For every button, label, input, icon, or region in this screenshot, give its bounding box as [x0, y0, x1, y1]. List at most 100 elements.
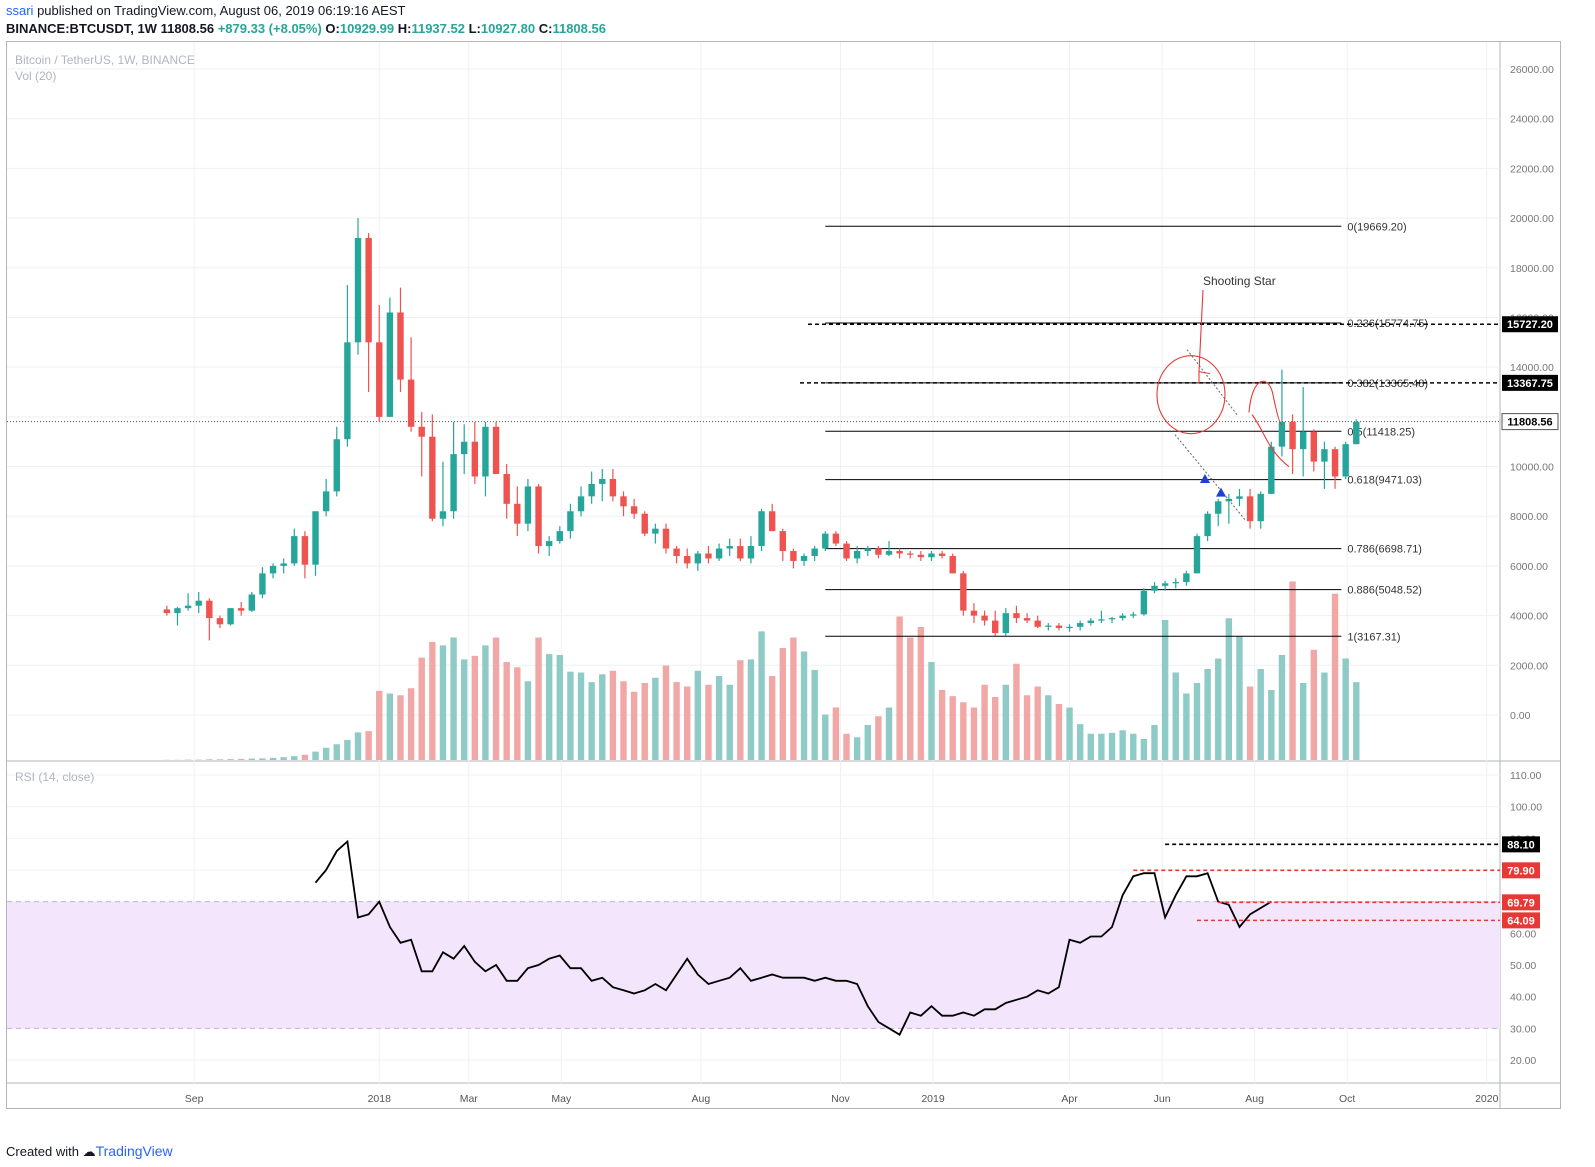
price-tick-label: 10000.00: [1510, 462, 1554, 474]
candle-body: [970, 610, 978, 616]
candle-body: [174, 608, 181, 614]
volume-bar: [630, 691, 638, 760]
volume-bar: [981, 684, 988, 760]
pattern-marker-icon: [1215, 487, 1226, 497]
volume-bar: [673, 682, 680, 760]
volume-bar: [1268, 690, 1275, 760]
volume-bar: [737, 660, 744, 760]
footer: Created with ☁TradingView: [6, 1143, 173, 1160]
candle-body: [599, 478, 606, 484]
volume-bar: [1289, 581, 1296, 760]
volume-bar: [1215, 658, 1222, 760]
volume-bar: [620, 681, 627, 760]
volume-bar: [312, 751, 319, 760]
volume-bar: [524, 681, 532, 760]
candle-body: [938, 553, 946, 556]
volume-bar: [800, 651, 808, 760]
candle-body: [949, 555, 956, 574]
volume-bar: [514, 667, 521, 760]
rsi-level-axis-label: 69.79: [1507, 897, 1535, 909]
candle-body: [811, 548, 818, 556]
volume-bar: [715, 676, 723, 760]
candle-body: [1172, 582, 1179, 584]
volume-bar: [885, 707, 893, 760]
fib-level-label: 1(3167.31): [1347, 631, 1400, 643]
rsi-tick-label: 20.00: [1510, 1055, 1536, 1067]
publisher-link[interactable]: ssari: [6, 3, 34, 18]
candle-body: [790, 551, 797, 561]
volume-bar: [1172, 672, 1179, 760]
volume-bar: [556, 655, 563, 760]
volume-bar: [407, 688, 415, 760]
volume-bar: [322, 747, 330, 760]
tradingview-brand[interactable]: TradingView: [95, 1143, 173, 1159]
volume-bar: [376, 690, 383, 760]
candle-body: [705, 553, 712, 559]
candle-body: [407, 379, 415, 427]
candle-body: [227, 608, 234, 625]
volume-bar: [1204, 669, 1211, 760]
volume-bar: [1013, 663, 1020, 760]
price-tick-label: 26000.00: [1510, 64, 1554, 76]
candle-body: [673, 548, 680, 556]
volume-bar: [1257, 669, 1264, 760]
volume-bar: [928, 662, 935, 760]
rsi-tick-label: 110.00: [1510, 770, 1541, 782]
volume-bar: [1045, 695, 1052, 760]
volume-bar: [333, 744, 340, 760]
candle-body: [907, 553, 914, 555]
volume-bar: [1331, 593, 1339, 760]
volume-bar: [970, 707, 978, 760]
price-change: +879.33 (+8.05%): [217, 21, 322, 36]
candle-body: [1161, 583, 1169, 586]
fib-level-label: 0.5(11418.25): [1347, 426, 1415, 438]
created-with-text: Created with: [6, 1144, 79, 1159]
price-tick-label: 6000.00: [1510, 561, 1548, 573]
candle-body: [471, 441, 479, 477]
rsi-tick-label: 50.00: [1510, 960, 1536, 972]
rsi-level-axis-label: 79.90: [1507, 865, 1535, 877]
candle-body: [1002, 613, 1010, 634]
volume-bar: [1321, 672, 1328, 760]
candle-body: [832, 533, 840, 544]
trend-line-dotted: [1186, 349, 1238, 415]
volume-bar: [471, 655, 479, 760]
time-tick-label: Mar: [460, 1093, 479, 1105]
current-price-axis-bg: [1501, 413, 1559, 431]
candle-body: [896, 551, 903, 554]
volume-bar: [216, 759, 224, 760]
candle-body: [291, 536, 298, 564]
fib-level-label: 0.382(13365.48): [1347, 378, 1428, 390]
candle-body: [439, 511, 447, 519]
chart-frame: [6, 41, 1561, 1109]
candle-body: [195, 600, 202, 606]
volume-bar: [1066, 707, 1073, 760]
volume-bar: [1278, 655, 1286, 760]
volume-bar: [1193, 683, 1201, 760]
time-tick-label: May: [551, 1093, 572, 1105]
level-axis-label: 13367.75: [1507, 378, 1553, 390]
price-tick-label: 2000.00: [1510, 660, 1548, 672]
volume-bar: [1076, 724, 1084, 760]
candle-body: [1183, 573, 1190, 583]
candle-body: [1321, 449, 1328, 462]
volume-bar: [875, 716, 882, 760]
time-tick-label: 2018: [368, 1093, 392, 1105]
candle-body: [1353, 421, 1360, 445]
volume-bar: [1130, 733, 1137, 760]
candle-body: [322, 491, 330, 512]
candle-body: [715, 548, 723, 559]
candle-body: [875, 548, 882, 555]
candle-body: [758, 511, 765, 547]
candle-body: [216, 618, 224, 625]
level-axis-label-bg: [1502, 374, 1558, 391]
volume-bar: [397, 695, 404, 760]
time-tick-label: Nov: [831, 1093, 850, 1105]
candle-body: [1289, 421, 1296, 450]
tradingview-logo-icon: ☁: [82, 1144, 96, 1159]
level-axis-label-bg: [1502, 316, 1558, 333]
volume-bar: [960, 702, 967, 760]
volume-bar: [1002, 684, 1010, 760]
volume-bar: [482, 645, 489, 760]
